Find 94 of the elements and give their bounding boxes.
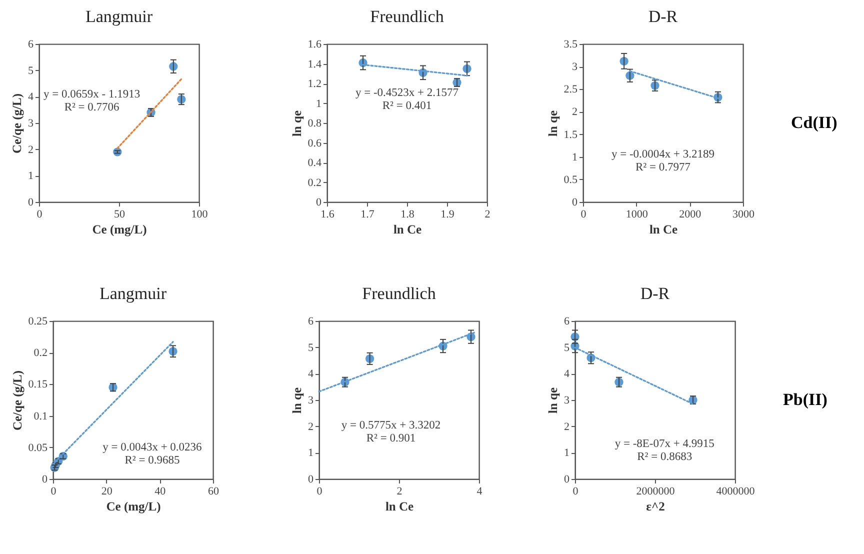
y-tick-label: 2 bbox=[564, 420, 570, 433]
y-tick-label: 2 bbox=[572, 106, 578, 118]
y-tick-label: 5 bbox=[308, 342, 314, 354]
x-tick-label: 4000000 bbox=[716, 486, 756, 498]
y-tick-label: 0 bbox=[572, 196, 578, 208]
y-tick-label: 1 bbox=[564, 447, 570, 460]
y-tick-label: 1.5 bbox=[564, 128, 578, 141]
y-tick-label: 2 bbox=[308, 420, 314, 433]
y-axis-title: Ce/qe (g/L) bbox=[10, 370, 24, 431]
annotation: R² = 0.7706 bbox=[64, 102, 120, 114]
y-tick-label: 4 bbox=[308, 368, 314, 380]
x-tick-label: 2000000 bbox=[636, 486, 676, 498]
annotation: R² = 0.9685 bbox=[124, 454, 180, 466]
y-tick-label: 3 bbox=[564, 394, 570, 406]
y-tick-label: 0.6 bbox=[308, 137, 322, 150]
y-tick-label: 6 bbox=[308, 316, 314, 328]
y-tick-label: 0 bbox=[28, 196, 34, 208]
annotation: y = 0.0659x - 1.1913 bbox=[44, 88, 140, 101]
chart-title: D-R bbox=[648, 7, 678, 26]
text: Cd(II) bbox=[791, 113, 838, 132]
y-tick-label: 1 bbox=[572, 151, 578, 164]
y-tick-label: 1.6 bbox=[308, 38, 322, 50]
y-tick-label: 0.2 bbox=[308, 176, 322, 189]
y-axis-title: ln qe bbox=[290, 387, 304, 414]
x-tick-label: 100 bbox=[191, 208, 208, 220]
y-tick-label: 6 bbox=[564, 316, 570, 328]
y-tick-label: 5 bbox=[564, 342, 570, 354]
x-tick-label: 40 bbox=[154, 486, 166, 498]
y-tick-label: 0.25 bbox=[28, 316, 48, 328]
annotation: y = -0.0004x + 3.2189 bbox=[611, 148, 715, 161]
annotation: y = -8E-07x + 4.9915 bbox=[614, 438, 715, 450]
x-tick-label: 1.7 bbox=[360, 208, 375, 220]
y-tick-label: 1.4 bbox=[308, 58, 322, 70]
y-tick-label: 1 bbox=[316, 98, 322, 110]
x-tick-label: 2 bbox=[484, 208, 490, 220]
y-axis-title: ln qe bbox=[290, 110, 304, 137]
y-axis-title: ln qe bbox=[546, 110, 560, 137]
y-tick-label: 0.4 bbox=[308, 157, 322, 169]
y-tick-label: 0.05 bbox=[28, 442, 48, 454]
y-tick-label: 0.8 bbox=[308, 118, 322, 130]
y-tick-label: 3 bbox=[28, 118, 34, 130]
y-tick-label: 3 bbox=[572, 61, 578, 74]
chart-title: D-R bbox=[640, 284, 670, 303]
x-axis-title: ln Ce bbox=[393, 222, 422, 236]
x-axis-title: Ce (mg/L) bbox=[106, 500, 161, 514]
x-tick-label: 3000 bbox=[732, 208, 755, 220]
x-tick-label: 0 bbox=[50, 486, 57, 498]
y-tick-label: 3.5 bbox=[564, 38, 578, 50]
y-tick-label: 2.5 bbox=[564, 84, 578, 96]
x-tick-label: 20 bbox=[101, 486, 113, 498]
x-tick-label: 1000 bbox=[626, 208, 648, 220]
chart-title: Langmuir bbox=[99, 284, 167, 303]
y-tick-label: 2 bbox=[28, 144, 34, 156]
x-axis-title: Ce (mg/L) bbox=[92, 222, 147, 236]
y-tick-label: 0.2 bbox=[34, 347, 48, 360]
x-tick-label: 1.9 bbox=[440, 208, 455, 220]
annotation: y = 0.0043x + 0.0236 bbox=[102, 441, 202, 454]
y-tick-label: 0 bbox=[308, 474, 314, 486]
x-tick-label: 2000 bbox=[679, 208, 702, 220]
x-tick-label: 1.8 bbox=[400, 208, 415, 220]
x-tick-label: 4 bbox=[476, 486, 483, 498]
x-tick-label: 0 bbox=[580, 208, 587, 220]
x-tick-label: 50 bbox=[114, 208, 126, 220]
y-tick-label: 0.5 bbox=[564, 174, 578, 186]
y-axis-title: Ce/qe (g/L) bbox=[10, 93, 24, 154]
y-tick-label: 0.1 bbox=[34, 410, 48, 422]
chart-title: Langmuir bbox=[85, 7, 153, 26]
y-tick-label: 0.15 bbox=[28, 378, 48, 391]
annotation: y = 0.5775x + 3.3202 bbox=[341, 419, 441, 432]
annotation: R² = 0.7977 bbox=[636, 162, 691, 174]
x-tick-label: 2 bbox=[396, 486, 402, 498]
y-tick-label: 0 bbox=[564, 474, 570, 486]
y-tick-label: 5 bbox=[28, 64, 34, 77]
annotation: R² = 0.8683 bbox=[637, 451, 692, 464]
y-tick-label: 1 bbox=[28, 170, 34, 182]
y-tick-label: 4 bbox=[564, 368, 570, 380]
annotation: R² = 0.901 bbox=[366, 432, 416, 444]
chart-title: Freundlich bbox=[370, 7, 444, 26]
x-axis-title: ln Ce bbox=[385, 500, 414, 514]
y-axis-title: ln qe bbox=[546, 387, 560, 414]
x-axis-title: ln Ce bbox=[649, 222, 678, 236]
y-tick-label: 4 bbox=[28, 91, 34, 104]
y-tick-label: 0 bbox=[316, 196, 322, 208]
y-tick-label: 0 bbox=[42, 474, 48, 486]
y-tick-label: 6 bbox=[28, 38, 34, 50]
chart-title: Freundlich bbox=[362, 284, 436, 303]
x-tick-label: 60 bbox=[208, 486, 220, 498]
text: Pb(II) bbox=[783, 390, 828, 409]
y-tick-label: 1.2 bbox=[308, 78, 322, 90]
annotation: y = -0.4523x + 2.1577 bbox=[355, 86, 459, 99]
y-tick-label: 3 bbox=[308, 394, 314, 406]
y-tick-label: 1 bbox=[308, 447, 314, 460]
annotation: R² = 0.401 bbox=[382, 100, 432, 112]
x-axis-title: ε^2 bbox=[646, 500, 665, 514]
